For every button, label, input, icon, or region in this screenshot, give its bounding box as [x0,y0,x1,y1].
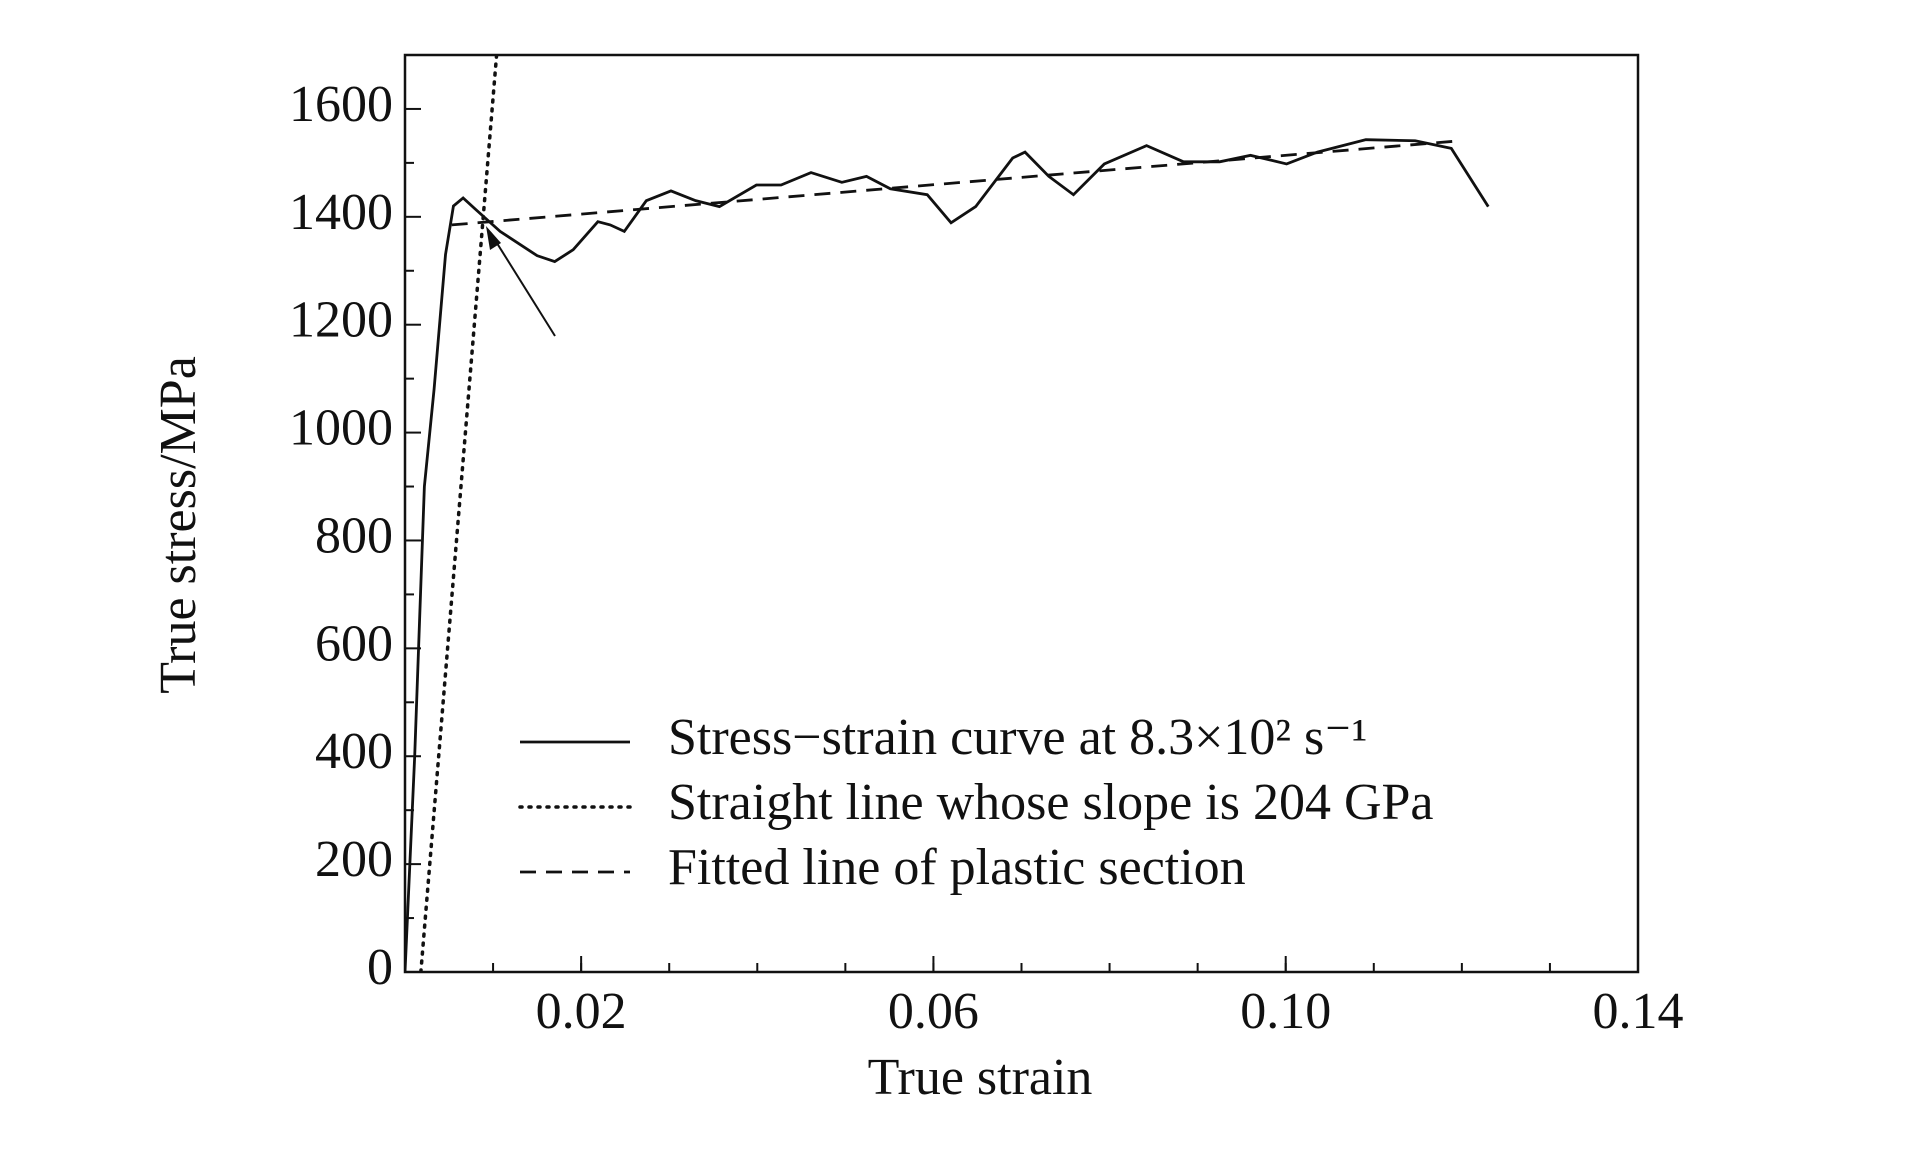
y-tick-label: 800 [315,507,393,564]
x-axis-label: True strain [868,1049,1093,1106]
annotation-arrowhead [486,226,501,250]
legend-label: Fitted line of plastic section [668,839,1246,896]
y-tick-label: 1200 [289,292,393,349]
series-line [451,139,1461,227]
y-axis-label: True stress/MPa [150,356,207,694]
y-tick-label: 400 [315,723,393,780]
series-line [405,138,1490,972]
annotation-arrow [489,231,556,337]
y-tick-label: 1400 [289,184,393,241]
series-line [419,55,499,972]
y-tick-label: 200 [315,831,393,888]
y-tick-label: 1600 [289,76,393,133]
x-tick-label: 0.02 [536,983,627,1040]
y-tick-label: 1000 [289,400,393,457]
x-tick-label: 0.06 [888,983,979,1040]
legend-label: Straight line whose slope is 204 GPa [668,774,1434,831]
legend-label: Stress−strain curve at 8.3×10² s⁻¹ [668,709,1367,766]
y-tick-label: 0 [367,939,393,996]
plot-frame [403,53,1640,974]
x-tick-label: 0.10 [1240,983,1331,1040]
y-tick-label: 600 [315,615,393,672]
x-tick-label: 0.14 [1593,983,1684,1040]
